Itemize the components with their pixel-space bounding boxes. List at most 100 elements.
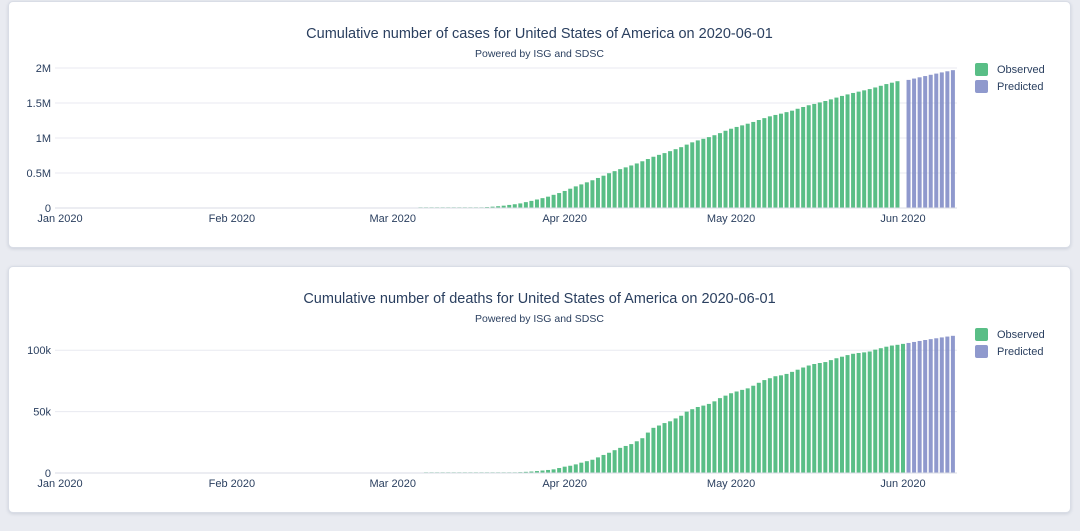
bar-observed	[634, 441, 639, 473]
bar-observed	[651, 427, 656, 473]
x-tick-label: Mar 2020	[370, 213, 416, 225]
bar-observed	[778, 113, 783, 208]
bar-observed	[767, 116, 772, 208]
legend-item-observed[interactable]: Observed	[975, 63, 1045, 76]
bar-predicted	[950, 70, 955, 208]
bar-observed	[873, 349, 878, 473]
bar-observed	[773, 114, 778, 208]
bar-observed	[795, 108, 800, 208]
bar-observed	[540, 198, 545, 208]
chart-subtitle: Powered by ISG and SDSC	[475, 313, 604, 325]
bar-observed	[590, 459, 595, 473]
bar-observed	[612, 450, 617, 473]
bar-predicted	[917, 77, 922, 208]
bar-observed	[584, 182, 589, 208]
bar-predicted	[945, 336, 950, 473]
legend-item-observed[interactable]: Observed	[975, 328, 1045, 341]
bar-observed	[523, 471, 528, 473]
bar-observed	[734, 391, 739, 473]
bar-observed	[839, 95, 844, 208]
x-tick-label: Apr 2020	[542, 213, 587, 225]
bar-predicted	[934, 73, 939, 208]
legend: Observed Predicted	[975, 328, 1045, 362]
bar-observed	[734, 126, 739, 208]
predicted-swatch-icon	[975, 80, 988, 93]
bar-observed	[806, 365, 811, 473]
bar-observed	[601, 175, 606, 208]
bar-observed	[845, 355, 850, 473]
bar-observed	[623, 445, 628, 473]
bar-observed	[507, 204, 512, 208]
bar-observed	[668, 151, 673, 208]
bar-observed	[562, 466, 567, 473]
bar-observed	[756, 382, 761, 473]
bar-observed	[640, 438, 645, 473]
legend-label-predicted: Predicted	[997, 345, 1044, 358]
bar-observed	[540, 470, 545, 473]
bar-observed	[684, 144, 689, 208]
legend-item-predicted[interactable]: Predicted	[975, 345, 1045, 358]
bar-observed	[862, 90, 867, 208]
bar-observed	[801, 367, 806, 473]
bar-observed	[856, 91, 861, 208]
bar-observed	[712, 401, 717, 473]
bar-predicted	[939, 72, 944, 208]
bar-observed	[806, 105, 811, 208]
bar-observed	[845, 94, 850, 208]
deaths-chart-card: Cumulative number of deaths for United S…	[8, 266, 1071, 513]
bar-observed	[595, 457, 600, 473]
observed-swatch-icon	[975, 63, 988, 76]
bar-observed	[851, 92, 856, 208]
bar-observed	[878, 348, 883, 473]
legend: Observed Predicted	[975, 63, 1045, 97]
bar-observed	[557, 468, 562, 473]
chart-subtitle: Powered by ISG and SDSC	[475, 48, 604, 60]
bar-predicted	[923, 76, 928, 208]
bar-observed	[895, 81, 900, 208]
bar-observed	[778, 375, 783, 473]
y-tick-label: 0.5M	[27, 168, 51, 180]
bar-observed	[656, 425, 661, 473]
bar-observed	[795, 369, 800, 473]
bar-observed	[568, 465, 573, 473]
cases-chart-card: Cumulative number of cases for United St…	[8, 1, 1071, 248]
y-tick-label: 2M	[36, 63, 51, 75]
bar-observed	[823, 101, 828, 208]
bar-observed	[618, 447, 623, 473]
bar-observed	[557, 193, 562, 208]
bar-observed	[695, 140, 700, 208]
bar-observed	[523, 202, 528, 208]
bar-observed	[662, 423, 667, 473]
bar-observed	[529, 471, 534, 473]
bar-observed	[889, 82, 894, 208]
x-tick-label: May 2020	[707, 213, 755, 225]
bar-observed	[679, 415, 684, 473]
bar-predicted	[939, 337, 944, 473]
bar-observed	[579, 462, 584, 473]
legend-item-predicted[interactable]: Predicted	[975, 80, 1045, 93]
bar-observed	[701, 405, 706, 473]
bar-observed	[629, 444, 634, 473]
bar-observed	[817, 363, 822, 473]
bar-observed	[573, 464, 578, 473]
y-tick-label: 1.5M	[27, 98, 51, 110]
bar-predicted	[912, 341, 917, 473]
bar-observed	[607, 452, 612, 473]
cases-plot-area[interactable]: 0 0.5M 1M 1.5M 2M Jan 2020 Feb 2020 Mar 2020 Apr…	[9, 2, 1070, 247]
deaths-plot-area[interactable]: 0 50k 100k Jan 2020 Feb 2020 Mar 2020 Apr 2020…	[9, 267, 1070, 512]
bar-predicted	[934, 338, 939, 473]
x-tick-label: May 2020	[707, 478, 755, 490]
x-tick-label: Mar 2020	[370, 478, 416, 490]
bar-observed	[629, 165, 634, 208]
bar-observed	[534, 199, 539, 208]
bar-observed	[856, 352, 861, 473]
bar-observed	[740, 125, 745, 208]
bar-observed	[812, 364, 817, 473]
bar-observed	[595, 177, 600, 208]
bar-observed	[679, 147, 684, 208]
bar-observed	[767, 378, 772, 473]
predicted-swatch-icon	[975, 345, 988, 358]
x-tick-label: Feb 2020	[209, 213, 255, 225]
bar-predicted	[928, 74, 933, 208]
bar-observed	[740, 389, 745, 473]
